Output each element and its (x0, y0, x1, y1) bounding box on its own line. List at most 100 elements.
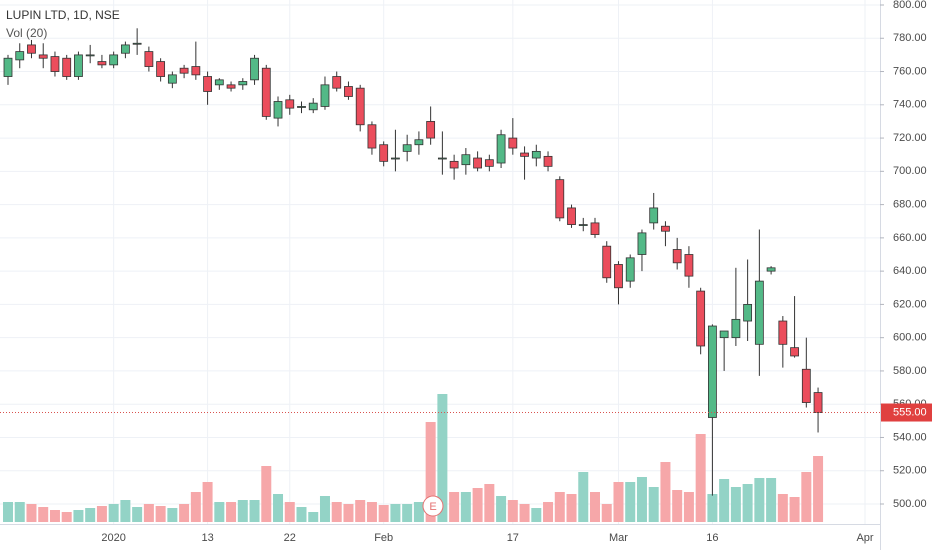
candle-body (109, 54, 119, 66)
y-tick-label: 500.00 (893, 498, 927, 510)
candle-body (484, 159, 494, 167)
volume-bar (343, 504, 354, 522)
volume-bar (261, 466, 272, 522)
volume-bar (730, 487, 741, 522)
volume-label: Vol (20) (6, 26, 47, 40)
volume-bar (179, 504, 190, 522)
volume-bar (38, 507, 49, 522)
event-label: E (429, 501, 436, 513)
volume-bar (413, 502, 424, 522)
volume-bar (226, 502, 237, 522)
candle-body (332, 76, 342, 89)
candle-body (614, 264, 623, 289)
candle-body (731, 318, 741, 339)
candle-body (273, 101, 283, 119)
candle-body (743, 303, 753, 322)
volume-bar (73, 510, 84, 522)
volume-bar (484, 484, 495, 522)
volume-bar (695, 434, 706, 522)
candle-body (167, 74, 177, 84)
volume-bar (590, 492, 600, 522)
volume-bar (120, 500, 131, 522)
candle-body (226, 84, 236, 89)
candle-body (62, 57, 72, 77)
y-tick-label: 540.00 (893, 431, 927, 443)
candle-body (3, 57, 13, 77)
volume-bar (754, 478, 765, 522)
volume-bar (742, 484, 753, 522)
candle-body (344, 86, 353, 97)
candle-body (684, 254, 694, 277)
candle-body (778, 320, 788, 345)
volume-bar (249, 500, 260, 522)
x-tick-label: Apr (856, 532, 873, 544)
y-tick-label: 700.00 (893, 165, 927, 177)
candle-body (637, 232, 647, 255)
y-tick-label: 640.00 (893, 265, 927, 277)
candle-body (132, 42, 142, 45)
candle-body (449, 160, 459, 169)
y-tick-label: 620.00 (893, 298, 927, 310)
volume-bar (801, 472, 812, 522)
chart-title: LUPIN LTD, 1D, NSE (6, 8, 120, 22)
x-tick-label: Mar (609, 532, 628, 544)
y-tick-label: 740.00 (893, 99, 927, 111)
candle-body (567, 207, 576, 225)
volume-bar (390, 504, 401, 522)
candle-body (531, 150, 541, 159)
volume-bar (108, 504, 119, 522)
last-price-label: 555.00 (893, 406, 927, 418)
volume-bar (531, 508, 542, 522)
candle-body (97, 61, 107, 66)
volume-bar (296, 507, 307, 522)
volume-bar (214, 502, 225, 522)
candle-body (121, 44, 130, 54)
volume-bar (507, 500, 518, 522)
candle-body (402, 144, 412, 152)
y-tick-label: 780.00 (893, 32, 927, 44)
volume-bar (378, 505, 389, 522)
candle-body (297, 106, 306, 108)
candle-body (85, 54, 95, 57)
candle-body (191, 66, 201, 76)
volume-bar (813, 456, 824, 522)
y-tick-label: 800.00 (893, 0, 927, 11)
candle-body (578, 224, 588, 226)
x-tick-label: 16 (706, 532, 718, 544)
volume-bar (578, 472, 589, 522)
volume-bar (26, 504, 37, 522)
candle-body (625, 257, 635, 282)
volume-bar (554, 492, 565, 522)
volume-bar (284, 502, 295, 522)
candle-body (156, 61, 166, 77)
x-tick-label: 22 (284, 532, 296, 544)
volume-bar (355, 500, 366, 522)
candle-body (144, 51, 154, 67)
candle-body (754, 280, 764, 345)
candle-body (308, 102, 318, 111)
volume-bar (777, 494, 788, 522)
volume-bar (683, 492, 694, 522)
volume-bar (625, 482, 636, 522)
candle-body (414, 139, 424, 146)
volume-bar (167, 508, 178, 522)
volume-bar (85, 508, 96, 522)
volume-bar (636, 477, 647, 522)
candle-body (719, 330, 729, 339)
volume-bar (61, 512, 72, 522)
candle-body (801, 368, 811, 403)
candle-body (766, 267, 776, 272)
volume-bar (155, 506, 166, 522)
candle-body (391, 157, 400, 160)
volume-bar (402, 504, 413, 522)
candle-body (473, 157, 483, 169)
candle-body (696, 290, 706, 347)
candle-body (649, 207, 659, 224)
candle-body (15, 51, 25, 61)
candle-body (672, 249, 682, 264)
candle-body (813, 392, 823, 413)
candle-body (790, 347, 799, 357)
y-tick-label: 760.00 (893, 65, 927, 77)
